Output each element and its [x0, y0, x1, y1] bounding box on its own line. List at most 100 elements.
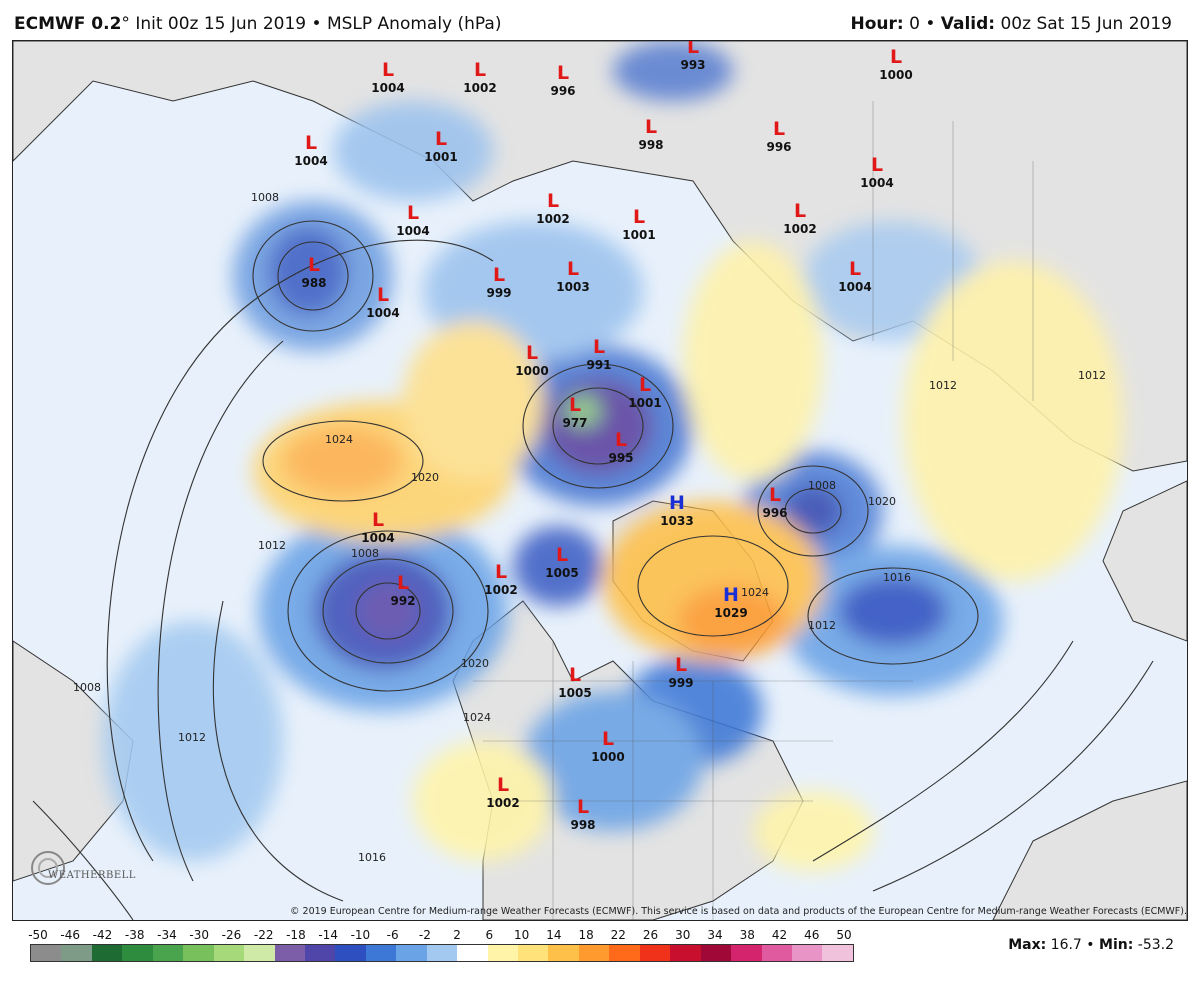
colorbar-swatch — [426, 945, 458, 961]
low-symbol: L — [593, 336, 605, 358]
colorbar-swatch — [274, 945, 305, 961]
colorbar-swatch — [578, 945, 610, 961]
colorbar-swatch — [91, 945, 123, 961]
low-pressure-value: 1000 — [879, 68, 912, 82]
isobar-label: 1008 — [351, 547, 379, 560]
low-symbol: L — [493, 264, 505, 286]
colorbar-tick-label: -18 — [286, 928, 306, 942]
low-pressure-value: 977 — [562, 416, 587, 430]
low-pressure-value: 992 — [390, 594, 415, 608]
colorbar-tick-label: 50 — [836, 928, 852, 942]
low-pressure-value: 1005 — [545, 566, 578, 580]
colorbar-tick-label: -38 — [124, 928, 145, 942]
low-symbol: L — [569, 664, 581, 686]
colorbar-tick-label: -6 — [386, 928, 399, 942]
low-pressure-value: 1001 — [424, 150, 457, 164]
low-symbol: L — [382, 59, 394, 81]
colorbar-tick-label: -50 — [28, 928, 48, 942]
isobar-label: 1008 — [73, 681, 101, 694]
colorbar-tick-label: 26 — [642, 928, 659, 942]
colorbar-tick-label: 14 — [546, 928, 562, 942]
low-symbol: L — [547, 190, 559, 212]
colorbar-swatch — [213, 945, 245, 961]
colorbar — [30, 944, 854, 962]
isobar-value-labels: 1008 1024 1020 1012 1008 1020 1024 1016 1016 1012… — [73, 191, 1106, 864]
valid-value: 00z Sat 15 Jun 2019 — [1000, 14, 1172, 34]
high-symbol: H — [669, 492, 685, 514]
low-pressure-value: 996 — [766, 140, 791, 154]
low-symbol: L — [526, 342, 538, 364]
low-pressure-value: 1004 — [838, 280, 871, 294]
isobar-label: 1016 — [358, 851, 386, 864]
isobar-label: 1012 — [808, 619, 836, 632]
valid-time-info: Hour: 0 • Valid: 00z Sat 15 Jun 2019 — [850, 14, 1172, 34]
colorbar-tick-label: -2 — [418, 928, 431, 942]
low-symbol: L — [633, 206, 645, 228]
isobar-label: 1012 — [258, 539, 286, 552]
low-symbol: L — [497, 774, 509, 796]
colorbar-swatch — [731, 945, 762, 961]
low-pressure-value: 995 — [608, 451, 633, 465]
colorbar-swatch — [61, 945, 92, 961]
low-pressure-value: 991 — [586, 358, 611, 372]
graticule — [473, 101, 1034, 920]
colorbar-swatch — [518, 945, 549, 961]
colorbar-swatch — [244, 945, 275, 961]
low-symbol: L — [372, 509, 384, 531]
low-pressure-value: 1002 — [486, 796, 519, 810]
isobar-label: 1020 — [868, 495, 896, 508]
low-symbol: L — [474, 59, 486, 81]
colorbar-swatch — [487, 945, 518, 961]
low-pressure-value: 1001 — [628, 396, 661, 410]
low-pressure-value: 998 — [570, 818, 595, 832]
hour-label: Hour: — [850, 14, 904, 34]
colorbar-swatch — [304, 945, 336, 961]
low-symbol: L — [567, 258, 579, 280]
isobar-label: 1020 — [461, 657, 489, 670]
isobar-label: 1024 — [463, 711, 491, 724]
colorbar-tick-label: 2 — [453, 928, 461, 942]
isobar-label: 1024 — [741, 586, 769, 599]
low-pressure-value: 1002 — [783, 222, 816, 236]
europe-edge-land — [1102, 480, 1187, 642]
colorbar-tick-label: 10 — [513, 928, 530, 942]
low-symbol: L — [377, 284, 389, 306]
low-symbol: L — [407, 202, 419, 224]
colorbar-swatch — [670, 945, 701, 961]
low-symbol: L — [687, 41, 699, 58]
low-symbol: L — [308, 254, 320, 276]
colorbar-tick-label: 34 — [707, 928, 723, 942]
low-pressure-value: 1003 — [556, 280, 589, 294]
colorbar-swatch — [365, 945, 397, 961]
low-symbol: L — [871, 154, 883, 176]
colorbar-swatch — [31, 945, 62, 961]
colorbar-swatch — [122, 945, 153, 961]
isobar-label: 1008 — [808, 479, 836, 492]
init-time: Init 00z 15 Jun 2019 — [135, 14, 307, 34]
colorbar-tick-label: 22 — [610, 928, 626, 942]
colorbar-tick-label: -30 — [189, 928, 209, 942]
low-pressure-value: 1004 — [396, 224, 429, 238]
colorbar-swatch — [335, 945, 366, 961]
colorbar-swatch — [609, 945, 640, 961]
max-value: 16.7 — [1050, 937, 1082, 953]
